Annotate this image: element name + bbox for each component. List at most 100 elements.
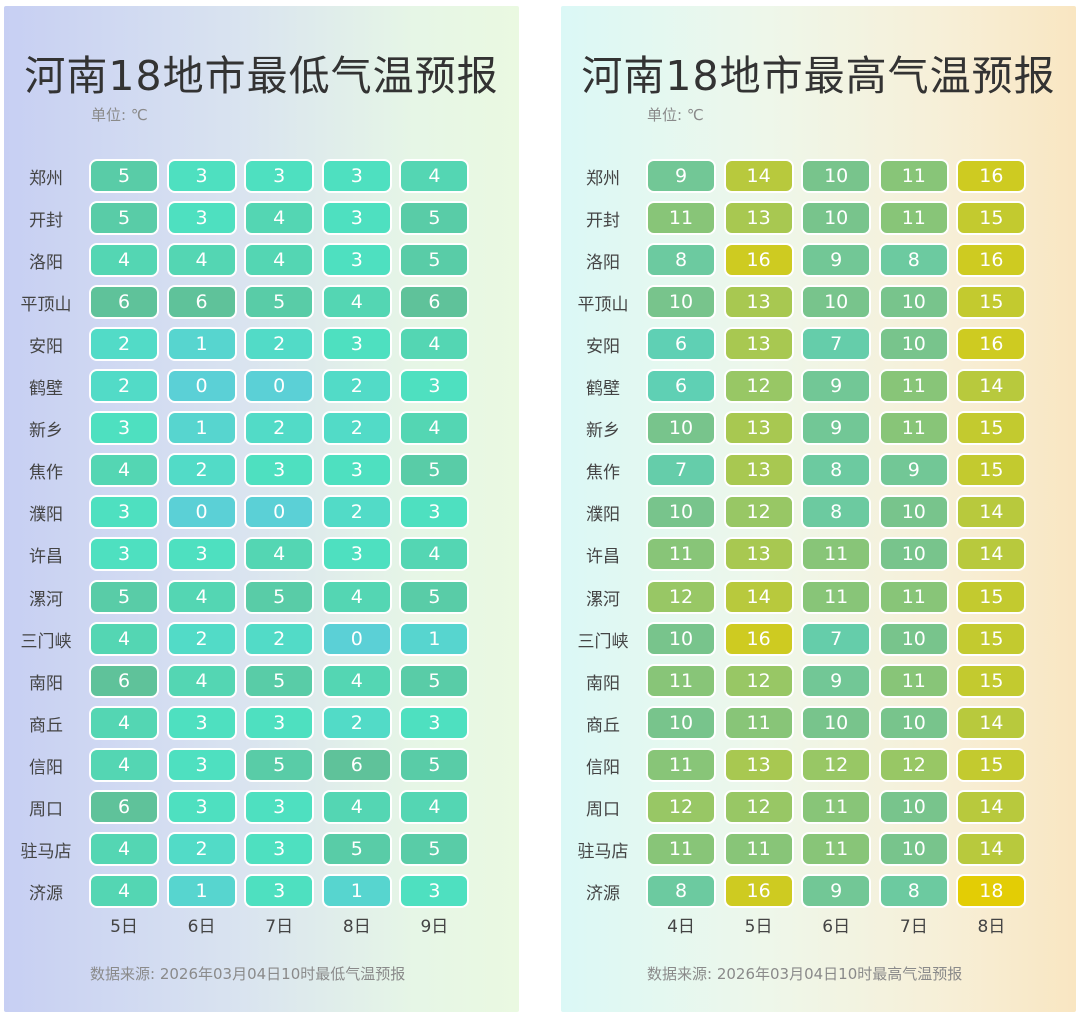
chart-title: 河南18地市最低气温预报 [24, 52, 499, 100]
heatmap-cell: 15 [956, 453, 1027, 488]
heatmap-cell: 11 [646, 831, 716, 866]
heatmap-cell: 16 [956, 243, 1027, 278]
min-temp-panel: 河南18地市最低气温预报 单位: ℃ 郑州 5 3 3 3 4 开封 5 3 4 3 5 洛阳 4 4 4 3 5… [4, 6, 519, 1012]
heatmap-cell: 15 [956, 201, 1027, 236]
heatmap-cell: 6 [89, 789, 159, 824]
heatmap-cell: 4 [244, 537, 315, 572]
heatmap-cell: 18 [956, 873, 1027, 908]
day-label: 7日 [899, 917, 928, 937]
heatmap-cell: 0 [166, 495, 237, 530]
city-label: 周口 [29, 799, 63, 820]
city-label: 三门峡 [20, 631, 72, 652]
heatmap-cell: 3 [244, 159, 315, 193]
heatmap-cell: 10 [801, 201, 872, 236]
heatmap-cell: 2 [244, 621, 315, 656]
heatmap-cell: 11 [646, 201, 716, 236]
heatmap-cell: 10 [878, 495, 949, 530]
heatmap-cell: 4 [166, 663, 237, 698]
heatmap-cell: 12 [646, 789, 716, 824]
heatmap-cell: 10 [878, 831, 949, 866]
heatmap-cell: 10 [801, 159, 872, 193]
heatmap-cell: 5 [399, 201, 470, 236]
heatmap-grid: 郑州 9 14 10 11 16 开封 11 13 10 11 15 洛阳 8 16 9 8 16 平顶山 10 13 1… [561, 6, 1076, 1012]
heatmap-cell: 11 [878, 411, 949, 446]
heatmap-cell: 13 [723, 285, 794, 320]
heatmap-cell: 16 [956, 159, 1027, 193]
heatmap-cell: 4 [89, 873, 159, 908]
heatmap-cell: 13 [723, 453, 794, 488]
day-label: 7日 [265, 917, 294, 937]
heatmap-cell: 13 [723, 747, 794, 782]
heatmap-cell: 6 [166, 285, 237, 320]
heatmap-cell: 3 [166, 747, 237, 782]
heatmap-cell: 11 [878, 369, 949, 404]
heatmap-cell: 10 [878, 285, 949, 320]
heatmap-cell: 4 [399, 159, 470, 193]
heatmap-cell: 8 [801, 453, 872, 488]
heatmap-cell: 11 [646, 537, 716, 572]
heatmap-cell: 2 [166, 453, 237, 488]
heatmap-cell: 3 [89, 411, 159, 446]
heatmap-cell: 5 [399, 831, 470, 866]
data-source-note: 数据来源: 2026年03月04日10时最高气温预报 [647, 965, 963, 983]
day-label: 8日 [342, 917, 371, 937]
heatmap-cell: 4 [399, 789, 470, 824]
heatmap-cell: 12 [646, 579, 716, 614]
heatmap-cell: 3 [244, 831, 315, 866]
heatmap-cell: 3 [244, 705, 315, 740]
heatmap-cell: 15 [956, 747, 1027, 782]
heatmap-cell: 0 [244, 369, 315, 404]
heatmap-cell: 8 [646, 873, 716, 908]
heatmap-cell: 10 [878, 621, 949, 656]
heatmap-cell: 3 [166, 159, 237, 193]
heatmap-cell: 16 [723, 873, 794, 908]
heatmap-cell: 4 [399, 411, 470, 446]
max-temp-panel: 河南18地市最高气温预报 单位: ℃ 郑州 9 14 10 11 16 开封 11 13 10 11… [561, 6, 1076, 1012]
heatmap-cell: 12 [878, 747, 949, 782]
heatmap-cell: 6 [399, 285, 470, 320]
heatmap-cell: 10 [646, 411, 716, 446]
heatmap-cell: 11 [801, 789, 872, 824]
heatmap-cell: 5 [321, 831, 392, 866]
heatmap-cell: 10 [878, 537, 949, 572]
heatmap-cell: 9 [801, 663, 872, 698]
heatmap-cell: 2 [321, 411, 392, 446]
heatmap-cell: 0 [321, 621, 392, 656]
heatmap-cell: 11 [646, 663, 716, 698]
heatmap-cell: 3 [321, 537, 392, 572]
heatmap-cell: 5 [399, 663, 470, 698]
heatmap-cell: 5 [244, 579, 315, 614]
city-label: 漯河 [29, 589, 63, 610]
heatmap-cell: 3 [399, 705, 470, 740]
heatmap-cell: 4 [399, 327, 470, 362]
heatmap-cell: 0 [166, 369, 237, 404]
heatmap-cell: 0 [244, 495, 315, 530]
heatmap-cell: 2 [321, 705, 392, 740]
heatmap-cell: 14 [723, 159, 794, 193]
heatmap-cell: 14 [956, 369, 1027, 404]
heatmap-cell: 3 [321, 201, 392, 236]
city-label: 济源 [29, 883, 63, 904]
city-label: 开封 [586, 211, 620, 232]
heatmap-cell: 13 [723, 411, 794, 446]
heatmap-cell: 11 [801, 579, 872, 614]
heatmap-cell: 12 [723, 789, 794, 824]
day-label: 4日 [667, 917, 695, 937]
heatmap-cell: 11 [723, 705, 794, 740]
heatmap-cell: 11 [878, 663, 949, 698]
heatmap-cell: 10 [878, 789, 949, 824]
heatmap-cell: 10 [646, 705, 716, 740]
heatmap-cell: 1 [166, 327, 237, 362]
city-label: 平顶山 [20, 295, 72, 316]
heatmap-cell: 12 [723, 495, 794, 530]
heatmap-cell: 3 [244, 789, 315, 824]
heatmap-cell: 4 [166, 579, 237, 614]
heatmap-cell: 10 [878, 705, 949, 740]
city-label: 焦作 [586, 463, 620, 484]
city-label: 驻马店 [20, 841, 72, 862]
day-label: 6日 [822, 917, 851, 937]
heatmap-cell: 14 [956, 705, 1027, 740]
heatmap-cell: 4 [244, 243, 315, 278]
heatmap-cell: 6 [646, 327, 716, 362]
heatmap-cell: 9 [878, 453, 949, 488]
